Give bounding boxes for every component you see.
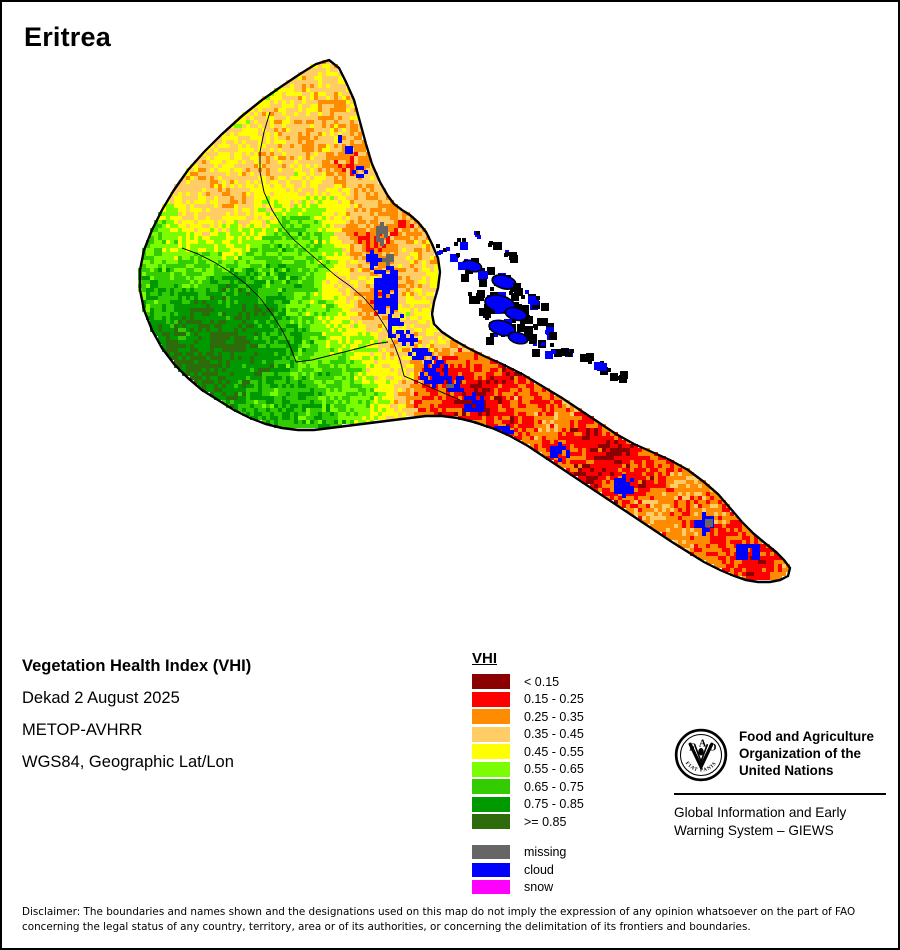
legend-label: 0.45 - 0.55 [524, 744, 584, 759]
legend-label: 0.65 - 0.75 [524, 779, 584, 794]
legend-label: cloud [524, 862, 554, 877]
legend-item-cloud: cloud [472, 861, 652, 879]
legend-label: 0.15 - 0.25 [524, 692, 584, 707]
legend-item-4: 0.45 - 0.55 [472, 743, 652, 761]
legend-swatch-icon [472, 814, 510, 830]
giews-programme-name: Global Information and Early Warning Sys… [674, 804, 886, 840]
legend-swatch-icon [472, 691, 510, 707]
info-line-sensor: METOP-AVHRR [22, 721, 143, 739]
map-viewport[interactable] [2, 52, 898, 632]
svg-text:O: O [709, 743, 717, 754]
legend-label: snow [524, 880, 554, 895]
legend-swatch-icon [472, 779, 510, 795]
legend-item-0: < 0.15 [472, 673, 652, 691]
legend-label: 0.25 - 0.35 [524, 709, 584, 724]
fao-emblem-icon: F A O FIAT PANIS [674, 728, 728, 782]
legend-label: 0.55 - 0.65 [524, 762, 584, 777]
legend: VHI < 0.15 0.15 - 0.25 0.25 - 0.35 0.35 … [472, 650, 652, 896]
legend-swatch-icon [472, 744, 510, 760]
legend-item-3: 0.35 - 0.45 [472, 726, 652, 744]
legend-swatch-icon [472, 880, 510, 895]
fao-org-line-1: Food and Agriculture [739, 729, 874, 744]
legend-item-7: 0.75 - 0.85 [472, 796, 652, 814]
legend-item-5: 0.55 - 0.65 [472, 761, 652, 779]
legend-label: 0.35 - 0.45 [524, 727, 584, 742]
legend-label: < 0.15 [524, 674, 560, 689]
legend-item-snow: snow [472, 879, 652, 897]
giews-line-2: Warning System – GIEWS [674, 823, 834, 839]
legend-swatch-icon [472, 726, 510, 742]
legend-label: 0.75 - 0.85 [524, 797, 584, 812]
legend-swatch-icon [472, 796, 510, 812]
svg-text:F: F [689, 743, 695, 754]
fao-org-line-2: Organization of the [739, 746, 861, 762]
giews-line-1: Global Information and Early [674, 805, 847, 820]
legend-title: VHI [472, 650, 498, 667]
legend-label: missing [524, 845, 567, 860]
info-line-index-name: Vegetation Health Index (VHI) [22, 657, 252, 675]
fao-org-line-3: United Nations [739, 763, 834, 779]
page-title: Eritrea [24, 22, 111, 52]
legend-item-1: 0.15 - 0.25 [472, 691, 652, 709]
legend-item-8: >= 0.85 [472, 813, 652, 831]
legend-label: >= 0.85 [524, 814, 567, 829]
vhi-raster-map[interactable] [2, 52, 898, 632]
legend-item-2: 0.25 - 0.35 [472, 708, 652, 726]
legend-item-6: 0.65 - 0.75 [472, 778, 652, 796]
legend-swatch-icon [472, 845, 510, 860]
info-line-projection: WGS84, Geographic Lat/Lon [22, 753, 234, 771]
disclaimer-text: Disclaimer: The boundaries and names sho… [22, 906, 856, 934]
legend-item-missing: missing [472, 844, 652, 862]
fao-logo-row: F A O FIAT PANIS Food and Agriculture Or… [674, 728, 886, 782]
legend-swatch-icon [472, 709, 510, 725]
info-line-dekad: Dekad 2 August 2025 [22, 689, 180, 707]
legend-spacer [472, 831, 652, 844]
fao-branding-block: F A O FIAT PANIS Food and Agriculture Or… [674, 728, 886, 840]
legend-swatch-icon [472, 761, 510, 777]
map-info-block: Vegetation Health Index (VHI) Dekad 2 Au… [22, 657, 352, 785]
legend-swatch-icon [472, 862, 510, 877]
svg-text:A: A [699, 738, 707, 749]
legend-swatch-icon [472, 674, 510, 690]
fao-organization-name: Food and Agriculture Organization of the… [739, 728, 874, 779]
fao-divider [674, 793, 886, 795]
